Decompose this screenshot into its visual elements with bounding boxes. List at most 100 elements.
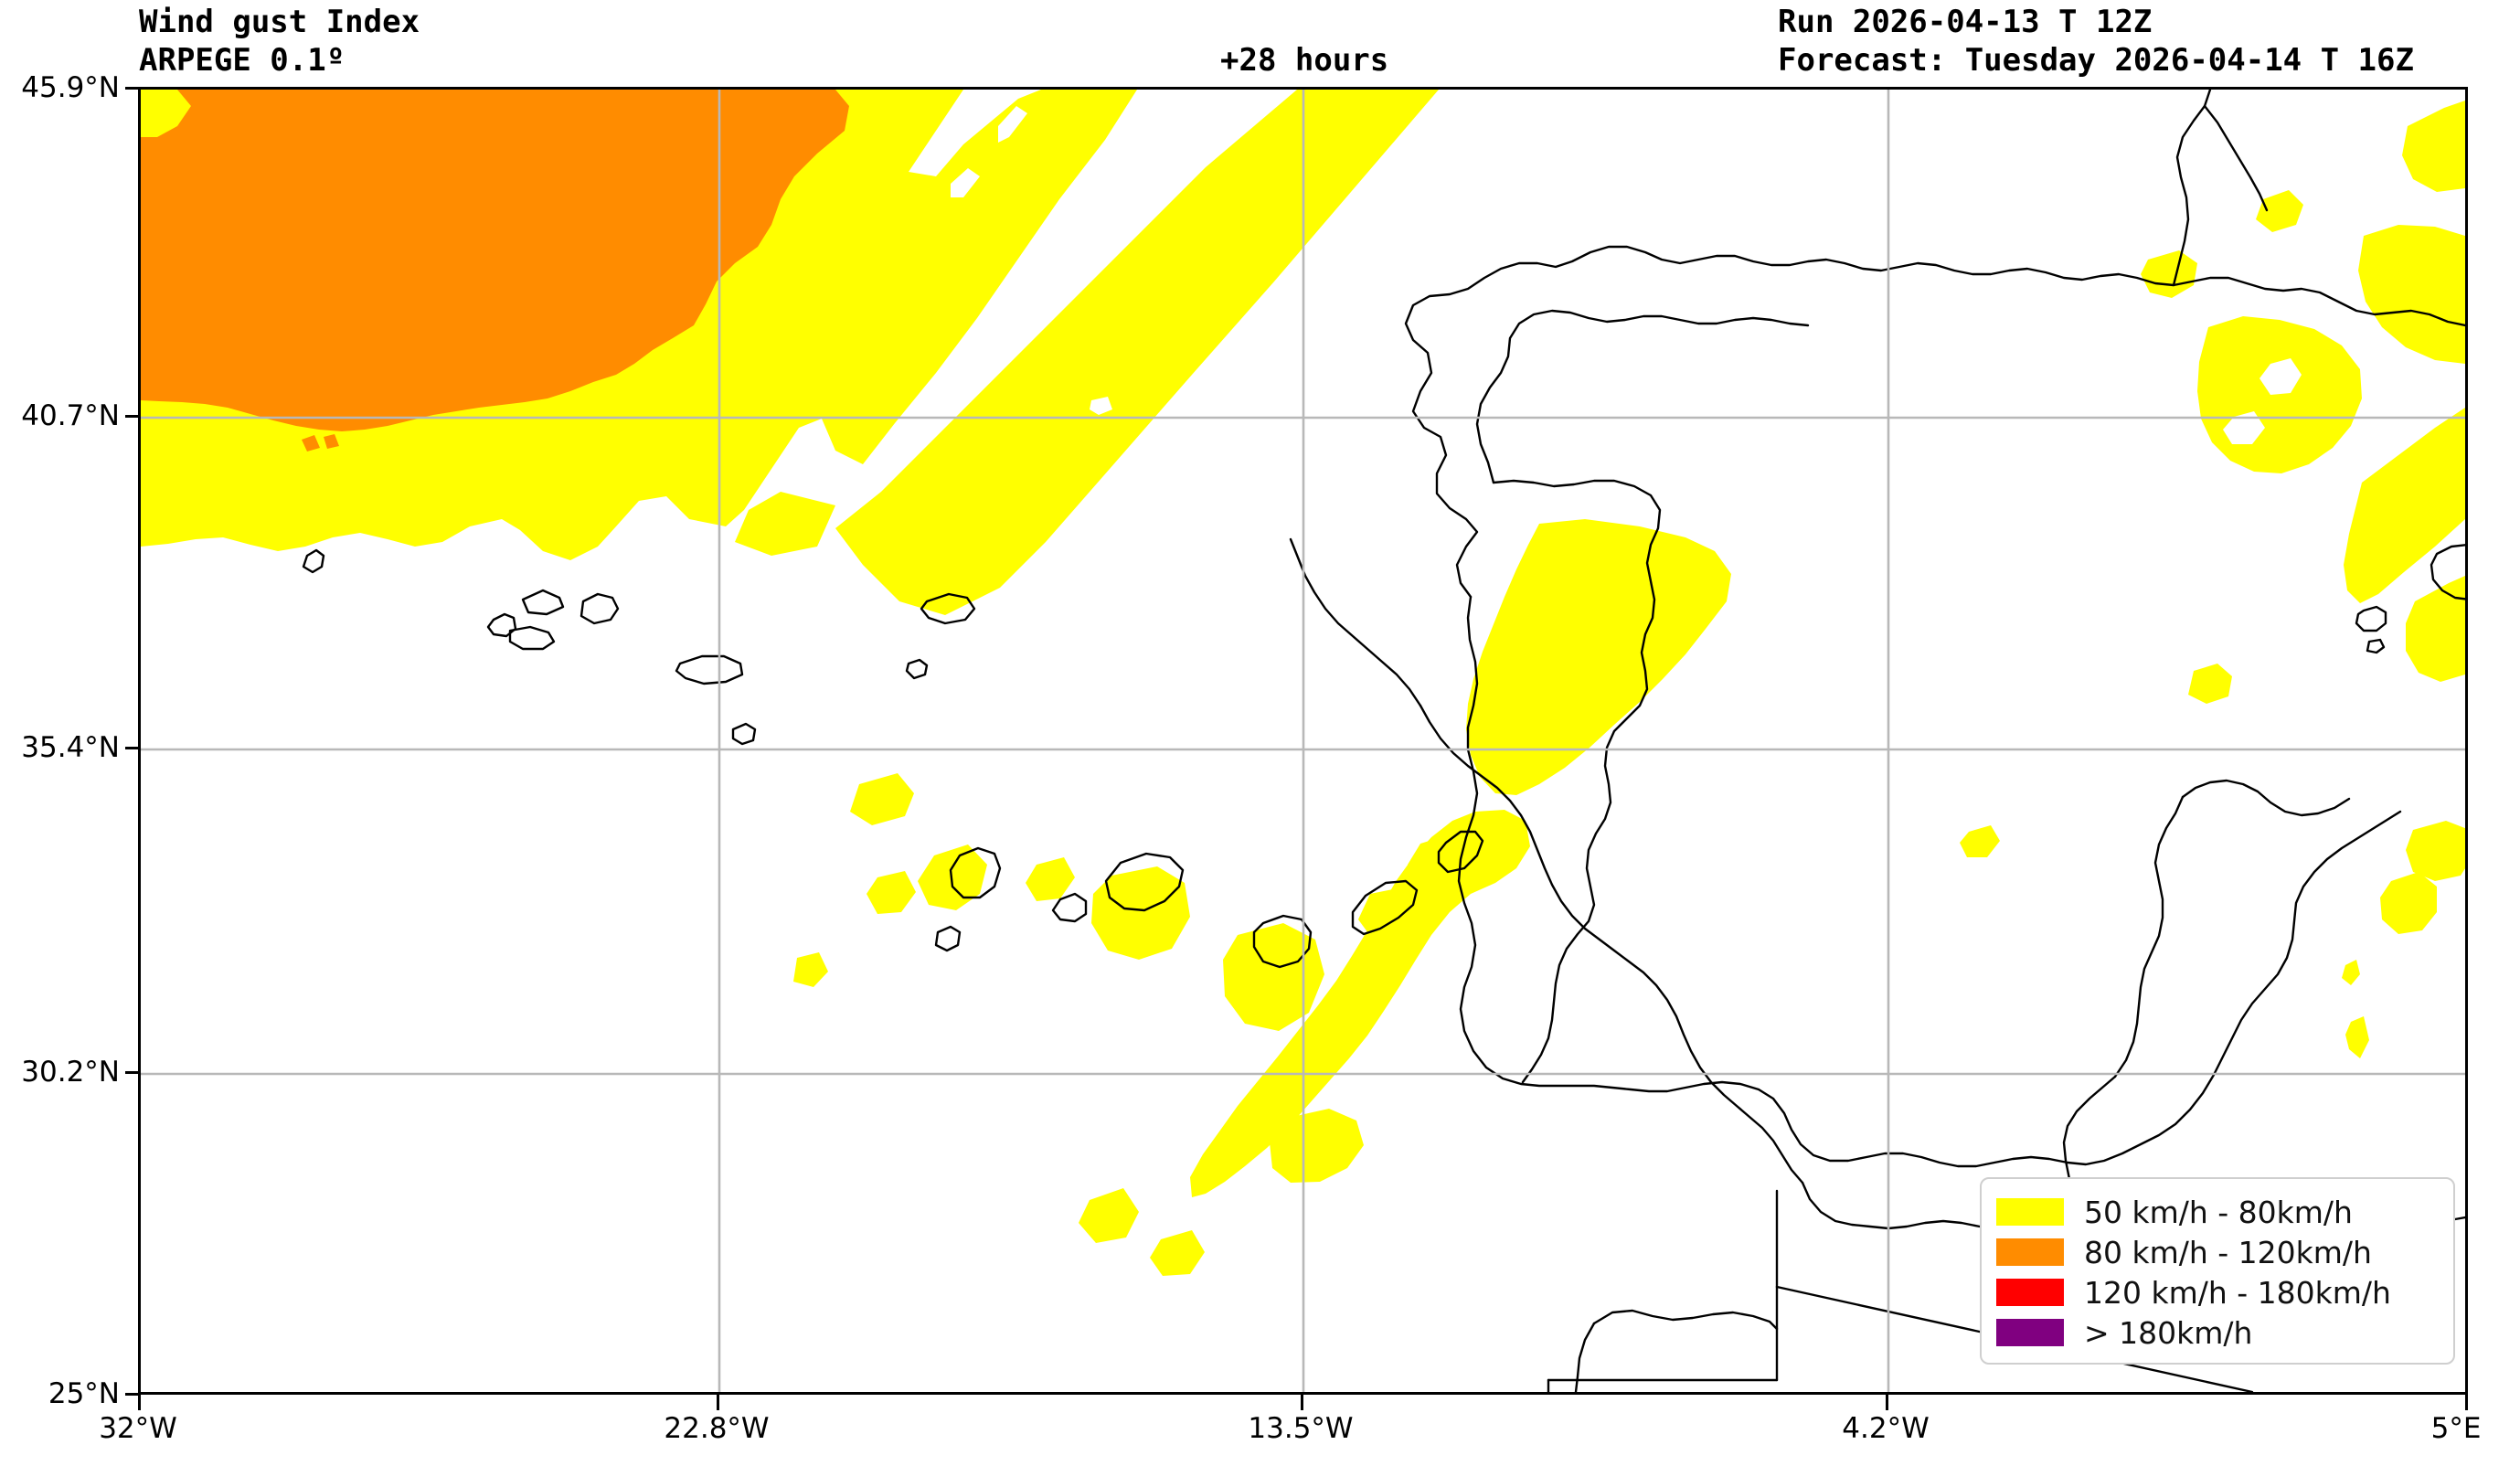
x-axis-tick-label-3: 4.2°W — [1842, 1412, 1930, 1445]
y-axis-tick-label-4: 25°N — [48, 1377, 120, 1410]
border-algeria-morocco — [2113, 795, 2185, 1078]
coastline-azores-faial — [486, 612, 517, 638]
gust-orange-speck-2 — [324, 434, 339, 449]
gust-hole-white-2 — [998, 106, 1027, 143]
gust-patch-algeria-2 — [2380, 872, 2437, 934]
lead-time-label: +28 hours — [1220, 42, 1389, 79]
x-axis-tick-label-2: 13.5°W — [1248, 1412, 1354, 1445]
gust-band-yellow-sahara-coast — [1190, 810, 1530, 1197]
coastline-cantabria — [1475, 309, 1810, 484]
coastline-madeira — [920, 592, 976, 625]
gust-canary-hierro — [867, 871, 916, 914]
gust-band-yellow-spur — [735, 492, 835, 556]
coastline-grancanaria — [1252, 914, 1313, 969]
page-title: Wind gust Index — [139, 4, 420, 40]
legend-item[interactable]: > 180km/h — [1996, 1312, 2439, 1353]
y-axis-tick-label-3: 30.2°N — [21, 1056, 120, 1089]
coastline-azores-santamaria — [731, 722, 757, 746]
coastline-iberia-west — [1457, 595, 2402, 1168]
coastline-france-gironde — [2203, 104, 2269, 212]
gust-canary-tenerife — [1091, 866, 1190, 960]
gust-patch-pyrenees — [2256, 190, 2303, 232]
coastline-mallorca — [2430, 544, 2465, 600]
gust-patch-ebro-valley — [2197, 316, 2362, 473]
x-tick-mark — [1301, 1395, 1303, 1410]
legend-swatch-yellow — [1996, 1198, 2064, 1226]
gust-orange-speck-1 — [302, 435, 320, 451]
coastline-fuerteventura — [1351, 879, 1419, 936]
gust-hole-white-3 — [1090, 397, 1112, 415]
coastline-lanzarote — [1437, 830, 1484, 874]
border-portugal — [1492, 479, 1662, 1084]
legend-label: > 180km/h — [2084, 1314, 2253, 1351]
x-axis-tick-label-4: 5°E — [2430, 1412, 2482, 1445]
x-tick-mark — [1886, 1395, 1888, 1410]
run-timestamp-label: Run 2026-04-13 T 12Z — [1778, 4, 2153, 40]
gust-band-yellow-sahara-inner — [1270, 1109, 1364, 1183]
x-tick-mark — [138, 1395, 141, 1410]
gust-patch-algeria-3 — [2342, 960, 2360, 985]
gust-canary-lanzarote — [1408, 834, 1462, 881]
coastline-azores-saojorge — [508, 625, 556, 651]
gust-patch-ebro-hole — [2259, 358, 2302, 395]
gust-canary-fuerteventura — [1358, 887, 1419, 940]
coastline-lagomera — [1051, 892, 1088, 923]
x-tick-mark — [717, 1395, 719, 1410]
coastline-france-atlantic — [2172, 90, 2212, 287]
coastline-elhierro — [934, 925, 962, 952]
gridlines-layer — [141, 90, 2465, 1392]
legend-item[interactable]: 80 km/h - 120km/h — [1996, 1232, 2439, 1272]
y-tick-mark — [125, 415, 141, 418]
coastline-iberia — [1404, 245, 2465, 599]
coastline-western-sahara — [1289, 537, 1422, 707]
gust-band-yellow-morocco-coast — [1466, 519, 1731, 795]
legend-swatch-red — [1996, 1279, 2064, 1306]
gust-notch-yellow-nw — [141, 90, 191, 137]
border-wsahara-inner — [1592, 1309, 1779, 1331]
legend-swatch-orange — [1996, 1238, 2064, 1266]
coastline-lapalma — [949, 846, 1002, 899]
coastline-morocco-atlantic — [1419, 704, 1804, 1184]
gust-patch-algeria-1 — [2406, 821, 2465, 881]
model-label: ARPEGE 0.1º — [139, 42, 346, 79]
coastline-azores-flores — [302, 548, 325, 574]
gust-canary-speck — [793, 952, 828, 987]
x-tick-mark — [2465, 1395, 2468, 1410]
gust-canary-gomera — [1026, 857, 1075, 901]
y-tick-mark — [125, 1393, 141, 1396]
y-tick-mark — [125, 1071, 141, 1074]
gust-patch-algeria-4 — [2345, 1016, 2369, 1058]
map-plot-area — [138, 87, 2468, 1395]
legend-label: 50 km/h - 80km/h — [2084, 1194, 2353, 1230]
gust-band-yellow-midatlantic — [835, 90, 1439, 615]
gust-sahara-speck-3 — [1150, 1230, 1205, 1276]
x-axis-tick-label-0: 32°W — [99, 1412, 177, 1445]
gust-band-orange-core — [141, 90, 849, 431]
gust-hole-white-1 — [951, 168, 980, 197]
coastline-formentera — [2366, 638, 2386, 654]
gust-canary-west-strip — [850, 773, 914, 825]
x-axis-tick-label-1: 22.8°W — [664, 1412, 770, 1445]
y-tick-mark — [125, 747, 141, 749]
gust-patch-alboran — [1960, 825, 2000, 857]
coastline-tenerife — [1104, 852, 1185, 912]
coastline-selvagens — [905, 658, 929, 680]
gust-sahara-speck-2 — [1079, 1188, 1139, 1243]
y-axis-tick-label-1: 40.7°N — [21, 399, 120, 432]
coastline-azores-terceira — [579, 592, 620, 625]
gust-patch-france-sw — [2141, 250, 2197, 298]
legend: 50 km/h - 80km/h 80 km/h - 120km/h 120 k… — [1980, 1177, 2455, 1365]
border-algeria-morocco-east — [2181, 779, 2351, 817]
y-tick-mark — [125, 87, 141, 90]
legend-item[interactable]: 50 km/h - 80km/h — [1996, 1192, 2439, 1232]
forecast-valid-label: Forecast: Tuesday 2026-04-14 T 16Z — [1778, 42, 2414, 79]
gust-patch-catalonia — [2358, 225, 2465, 364]
y-axis-tick-label-0: 45.9°N — [21, 71, 120, 104]
gust-patch-valencia-coast — [2188, 664, 2232, 704]
gust-patch-gulf-of-lion — [2344, 408, 2465, 603]
legend-swatch-purple — [1996, 1319, 2064, 1346]
y-axis-tick-label-2: 35.4°N — [21, 731, 120, 764]
coastline-azores-saomiguel — [675, 654, 744, 685]
legend-item[interactable]: 120 km/h - 180km/h — [1996, 1272, 2439, 1312]
